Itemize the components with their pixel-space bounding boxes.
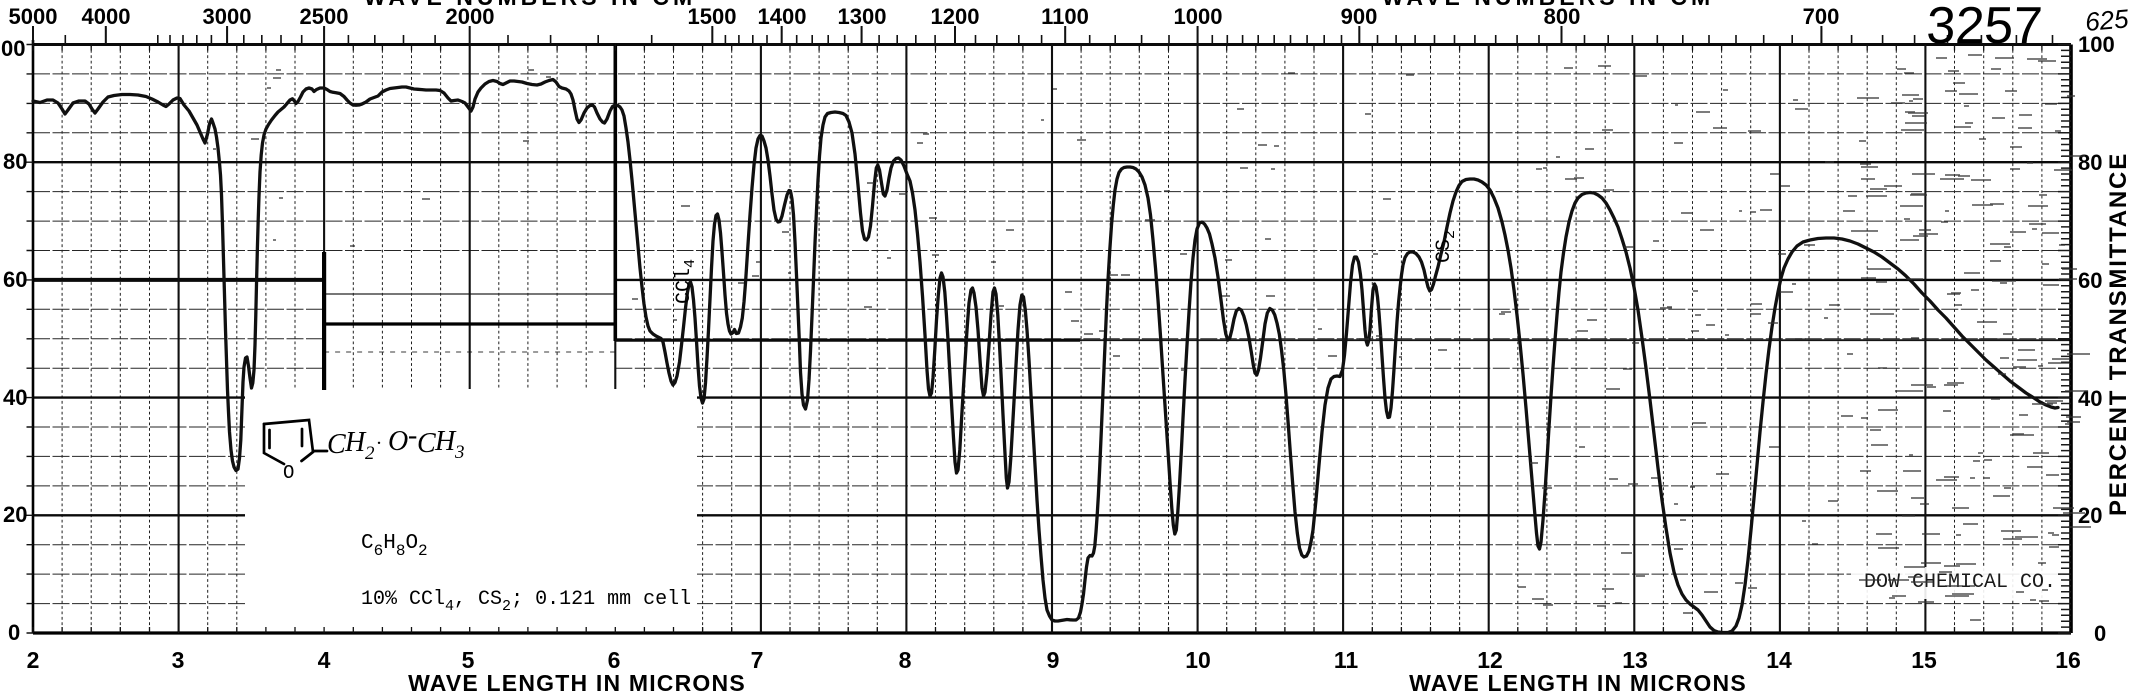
svg-text:5: 5 [462,647,475,673]
svg-text:3257: 3257 [1925,0,2044,55]
svg-text:3000: 3000 [203,4,252,29]
svg-text:0: 0 [2094,621,2106,646]
svg-text:625: 625 [2084,3,2130,37]
svg-text:1200: 1200 [931,4,980,29]
svg-text:8: 8 [899,647,912,673]
svg-text:5000: 5000 [9,4,58,29]
svg-text:10: 10 [1185,647,1211,673]
svg-text:00: 00 [1,36,25,61]
svg-text:3: 3 [172,647,185,673]
svg-text:13: 13 [1622,647,1648,673]
svg-text:WAVE LENGTH IN MICRONS: WAVE LENGTH IN MICRONS [408,670,746,696]
svg-text:WAVE NUMBERS IN CM: WAVE NUMBERS IN CM [364,0,696,10]
svg-text:1400: 1400 [758,4,807,29]
svg-text:4: 4 [318,647,331,673]
svg-text:11: 11 [1334,647,1359,673]
svg-text:60: 60 [2078,268,2102,293]
svg-text:C: C [417,428,436,459]
svg-text:O: O [388,426,408,457]
svg-text:0: 0 [8,620,20,645]
svg-text:2: 2 [365,443,375,464]
svg-text:100: 100 [2078,32,2115,57]
svg-text:40: 40 [3,385,27,410]
svg-text:80: 80 [2078,150,2102,175]
svg-text:40: 40 [2078,386,2102,411]
svg-text:900: 900 [1341,4,1378,29]
svg-text:H: H [344,427,367,458]
svg-text:6: 6 [608,647,621,673]
svg-text:-: - [408,420,417,451]
svg-text:9: 9 [1047,647,1060,673]
svg-text:2500: 2500 [300,4,349,29]
svg-text:60: 60 [3,267,27,292]
svg-text:4000: 4000 [82,4,131,29]
svg-text:14: 14 [1766,647,1792,673]
svg-text:7: 7 [751,647,764,673]
svg-text:DOW CHEMICAL CO.: DOW CHEMICAL CO. [1864,571,2056,594]
svg-text:2000: 2000 [446,4,495,29]
svg-text:700: 700 [1803,4,1840,29]
svg-text:10% CCl4, CS2; 0.121 mm cell: 10% CCl4, CS2; 0.121 mm cell [361,588,691,615]
svg-text:WAVE NUMBERS IN CM: WAVE NUMBERS IN CM [1382,0,1714,10]
svg-text:1000: 1000 [1174,4,1223,29]
svg-text:.: . [377,427,382,449]
svg-text:20: 20 [2078,503,2102,528]
svg-text:O: O [283,462,294,484]
svg-text:16: 16 [2055,647,2081,673]
svg-text:C: C [327,429,346,460]
svg-text:WAVE LENGTH IN MICRONS: WAVE LENGTH IN MICRONS [1409,670,1747,696]
svg-text:80: 80 [3,149,27,174]
svg-text:15: 15 [1911,647,1937,673]
svg-text:H: H [434,426,457,457]
svg-text:20: 20 [3,502,27,527]
svg-text:3: 3 [454,442,465,463]
svg-text:1100: 1100 [1041,4,1089,29]
svg-text:800: 800 [1544,4,1581,29]
svg-text:1500: 1500 [688,4,737,29]
svg-text:PERCENT TRANSMITTANCE: PERCENT TRANSMITTANCE [2105,152,2132,516]
svg-text:1300: 1300 [838,4,887,29]
svg-text:2: 2 [27,647,40,673]
svg-text:12: 12 [1477,647,1503,673]
